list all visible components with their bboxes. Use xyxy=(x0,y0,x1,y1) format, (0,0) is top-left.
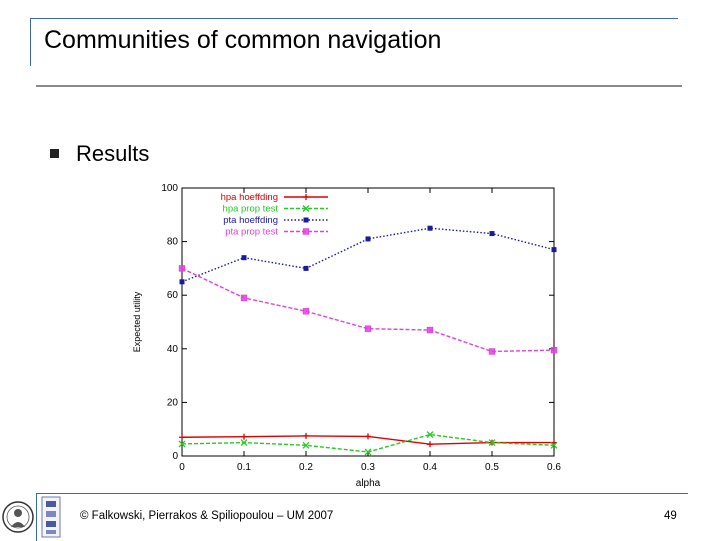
x-tick-label: 0.1 xyxy=(237,462,251,473)
data-point-series-2 xyxy=(179,279,185,285)
y-tick-label: 40 xyxy=(167,344,179,355)
x-tick-label: 0.6 xyxy=(547,462,561,473)
x-tick-label: 0.3 xyxy=(361,462,375,473)
data-point-series-3 xyxy=(488,348,496,355)
title-frame-left-line xyxy=(30,18,31,66)
line-chart: 0 20 40 60 80 100 0 0.1 0.2 0.3 0.4 0.5 0.6 alpha Expe… xyxy=(132,183,561,489)
slide-title: Communities of common navigation xyxy=(44,26,442,54)
data-point-series-1 xyxy=(240,439,248,447)
y-tick-label: 100 xyxy=(161,183,178,194)
title-frame-top-line xyxy=(30,18,678,19)
legend-marker xyxy=(302,228,310,235)
data-point-series-1 xyxy=(364,448,372,456)
x-tick-label: 0.5 xyxy=(485,462,499,473)
series-line-3 xyxy=(181,267,555,353)
footer-copyright: © Falkowski, Pierrakos & Spiliopoulou – … xyxy=(80,510,334,522)
legend-label: hpa prop test xyxy=(223,204,279,215)
data-point-series-0 xyxy=(241,433,247,440)
data-point-series-1 xyxy=(302,441,310,449)
x-axis-label: alpha xyxy=(356,478,381,489)
title-underline xyxy=(36,85,682,87)
x-tick-label: 0.2 xyxy=(299,462,313,473)
data-point-series-0 xyxy=(303,432,309,439)
data-point-series-2 xyxy=(241,255,247,261)
data-point-series-0 xyxy=(365,433,371,440)
footer-divider xyxy=(36,493,37,541)
bullet-text: Results xyxy=(76,141,150,166)
x-tick-label: 0 xyxy=(179,462,185,473)
data-point-series-1 xyxy=(426,431,434,439)
legend-marker xyxy=(303,217,309,223)
data-point-series-1 xyxy=(178,440,186,448)
y-axis-label: Expected utility xyxy=(132,291,142,352)
data-point-series-3 xyxy=(550,346,558,354)
y-tick-label: 80 xyxy=(167,237,179,248)
y-tick-label: 0 xyxy=(172,451,178,462)
y-tick-label: 20 xyxy=(167,397,179,408)
data-point-series-1 xyxy=(550,441,558,449)
bullet-square-icon xyxy=(50,149,59,158)
page-number: 49 xyxy=(664,510,677,522)
data-point-series-1 xyxy=(488,439,496,447)
legend-label: hpa hoeffding xyxy=(221,192,278,203)
data-point-series-0 xyxy=(427,441,433,448)
data-point-series-0 xyxy=(179,434,185,441)
data-point-series-3 xyxy=(240,294,248,302)
legend-label: pta hoeffding xyxy=(223,215,278,226)
data-point-series-3 xyxy=(426,326,434,334)
faculty-logo-icon xyxy=(41,496,61,538)
data-point-series-3 xyxy=(364,325,372,332)
footer-line xyxy=(36,493,688,494)
legend-marker xyxy=(302,205,310,212)
data-point-series-2 xyxy=(489,231,495,237)
y-tick-label: 60 xyxy=(167,290,179,301)
x-tick-label: 0.4 xyxy=(423,462,437,473)
university-seal-icon xyxy=(2,501,34,533)
data-point-series-2 xyxy=(551,247,557,253)
data-point-series-2 xyxy=(303,265,309,271)
data-point-series-2 xyxy=(427,225,433,231)
data-point-series-2 xyxy=(365,236,371,242)
legend-marker xyxy=(303,194,309,200)
legend-label: pta prop test xyxy=(225,227,278,238)
title-frame xyxy=(30,18,678,66)
data-point-series-3 xyxy=(178,265,186,272)
data-point-series-3 xyxy=(302,308,310,315)
